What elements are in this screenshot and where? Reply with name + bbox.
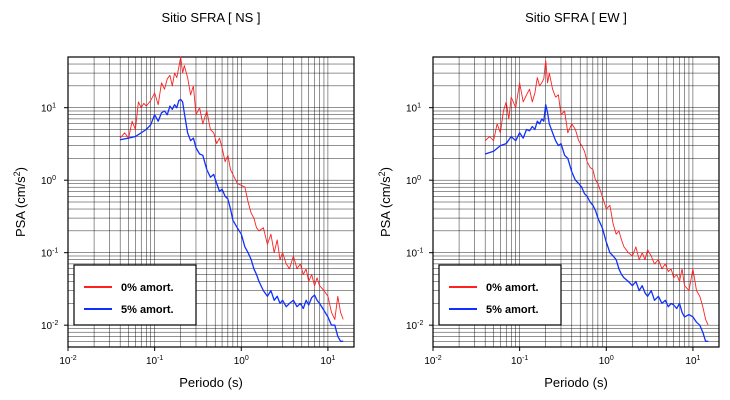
series-1 [485, 104, 709, 342]
y-tick-label: 10-1 [41, 248, 58, 260]
x-tick-label: 10-2 [424, 355, 441, 367]
chart-title: Sitio SFRA [ NS ] [162, 10, 261, 25]
legend-label: 5% amort. [121, 304, 174, 316]
y-tick-label: 101 [406, 103, 421, 115]
y-axis-label: PSA (cm/s2) [377, 167, 393, 237]
grid [67, 56, 355, 348]
series-1 [120, 98, 344, 342]
chart-panel-1: Sitio SFRA [ EW ] 10-2 10-1 100 101 10-2 10-1 1… [377, 10, 720, 390]
chart-title: Sitio SFRA [ EW ] [525, 10, 627, 25]
x-tick-label: 100 [234, 355, 249, 367]
x-tick-label: 101 [320, 355, 335, 367]
series-line [485, 104, 709, 342]
x-axis-label: Periodo (s) [179, 375, 243, 390]
legend-label: 0% amort. [121, 282, 174, 294]
legend-label: 5% amort. [486, 304, 539, 316]
x-tick-label: 10-1 [146, 355, 163, 367]
y-tick-label: 100 [406, 175, 421, 187]
legend-box [73, 264, 197, 326]
legend: 0% amort. 5% amort. [73, 264, 197, 326]
y-tick-label: 10-1 [406, 248, 423, 260]
y-tick-label: 10-2 [41, 320, 58, 332]
chart-panel-0: Sitio SFRA [ NS ] 10-2 10-1 100 101 10-2 10-1 1… [12, 10, 355, 390]
series-0 [119, 56, 344, 320]
x-axis-label: Periodo (s) [544, 375, 608, 390]
legend-label: 0% amort. [486, 282, 539, 294]
series-line [484, 59, 709, 326]
plot-frame [67, 56, 355, 348]
y-axis-label: PSA (cm/s2) [12, 167, 28, 237]
x-tick-label: 10-2 [59, 355, 76, 367]
x-tick-label: 100 [599, 355, 614, 367]
y-tick-label: 101 [41, 103, 56, 115]
y-tick-label: 100 [41, 175, 56, 187]
y-tick-label: 10-2 [406, 320, 423, 332]
legend-box [438, 264, 562, 326]
series-line [119, 56, 344, 320]
legend: 0% amort. 5% amort. [438, 264, 562, 326]
series-0 [484, 59, 709, 326]
x-tick-label: 10-1 [511, 355, 528, 367]
plot-frame [432, 56, 720, 348]
series-line [120, 98, 344, 342]
x-tick-label: 101 [685, 355, 700, 367]
